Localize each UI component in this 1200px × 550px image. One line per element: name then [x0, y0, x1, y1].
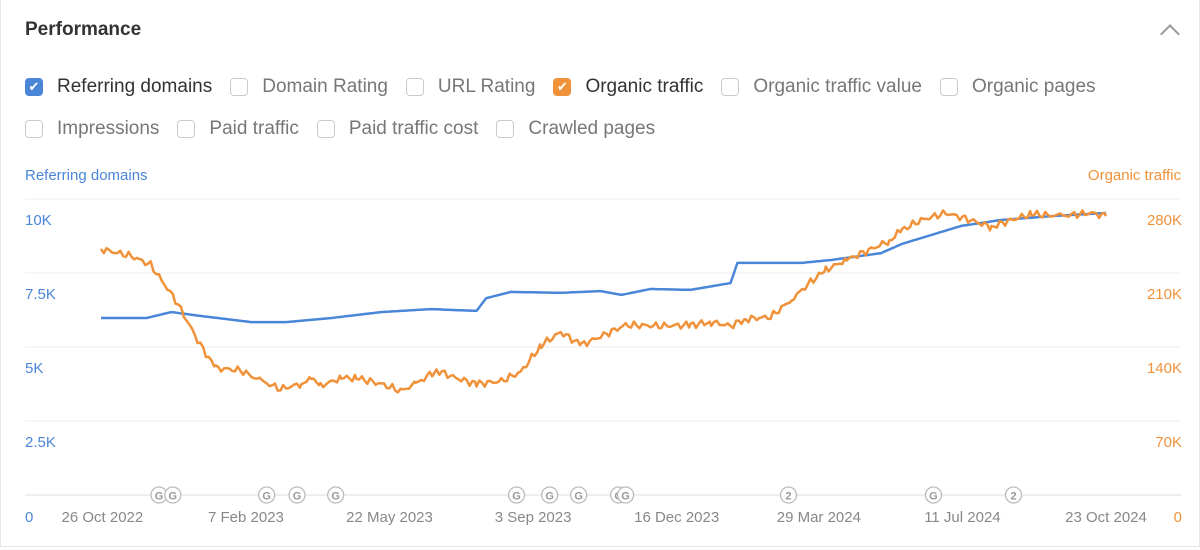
checkbox[interactable]	[230, 78, 249, 96]
annotation-label: G	[621, 491, 630, 503]
annotation-label: G	[545, 491, 554, 503]
annotation-marker	[327, 486, 345, 504]
right-tick-label: 210K	[1147, 286, 1182, 303]
annotation-label: G	[169, 491, 178, 503]
annotation-marker	[924, 486, 943, 504]
option-label: Paid traffic	[209, 118, 299, 139]
x-tick-label: 11 Jul 2024	[924, 509, 1000, 526]
option-impressions[interactable]: Impressions	[25, 118, 159, 140]
option-label: Organic pages	[971, 76, 1096, 97]
left-tick-label: 10K	[25, 212, 52, 229]
annotation-label: 2	[785, 491, 791, 503]
left-tick-label: 7.5K	[25, 286, 56, 303]
annotation-marker	[258, 486, 276, 504]
option-label: Organic traffic value	[753, 76, 922, 97]
annotation-label: G	[262, 491, 271, 503]
annotation-marker	[541, 486, 559, 504]
left-tick-label: 2.5K	[25, 434, 56, 451]
panel-title: Performance	[25, 19, 142, 40]
right-tick-label: 140K	[1147, 360, 1182, 377]
left-tick-label: 0	[25, 509, 33, 526]
option-label: Crawled pages	[528, 118, 656, 139]
annotation-label: G	[512, 491, 521, 503]
option-paid-traffic[interactable]: Paid traffic	[177, 118, 299, 140]
annotation-marker	[507, 486, 526, 504]
left-axis-title: Referring domains	[25, 167, 148, 184]
x-tick-label: 23 Oct 2024	[1065, 509, 1147, 526]
checkbox[interactable]	[939, 78, 958, 96]
metric-options: ✔ Referring domains Domain Rating URL Ratin…	[25, 74, 1175, 158]
checkbox[interactable]: ✔	[553, 78, 572, 96]
x-tick-label: 3 Sep 2023	[495, 509, 572, 526]
annotation-marker	[1004, 486, 1023, 504]
option-organic-traffic-value[interactable]: Organic traffic value	[721, 76, 922, 98]
annotation-marker	[779, 486, 798, 504]
option-label: Organic traffic	[585, 76, 704, 97]
checkbox[interactable]	[25, 120, 43, 138]
right-tick-label: 0	[1174, 509, 1182, 526]
right-tick-label: 280K	[1147, 212, 1182, 229]
option-label: Referring domains	[57, 76, 213, 97]
annotation-label: 2	[1010, 491, 1016, 503]
annotation-label: G	[929, 491, 938, 503]
option-organic-pages[interactable]: Organic pages	[939, 76, 1096, 98]
checkbox[interactable]	[496, 120, 515, 138]
annotation-label: G	[331, 491, 340, 503]
series-line-organic-traffic	[99, 209, 1108, 394]
checkbox[interactable]	[721, 78, 740, 96]
annotation-marker	[616, 486, 635, 504]
options-row: ✔ Referring domains Domain Rating URL Ratin…	[25, 74, 1175, 100]
x-tick-label: 26 Oct 2022	[62, 509, 144, 526]
right-axis-title: Organic traffic	[1087, 167, 1181, 184]
option-crawled-pages[interactable]: Crawled pages	[496, 118, 655, 140]
option-label: Impressions	[57, 118, 160, 139]
option-domain-rating[interactable]: Domain Rating	[230, 76, 388, 98]
annotation-marker	[288, 486, 306, 504]
checkbox[interactable]	[177, 120, 196, 138]
option-url-rating[interactable]: URL Rating	[405, 76, 536, 98]
x-tick-label: 16 Dec 2023	[634, 509, 719, 526]
annotation-label: G	[574, 491, 583, 503]
checkbox[interactable]	[405, 78, 424, 96]
x-tick-label: 29 Mar 2024	[777, 509, 861, 526]
option-paid-traffic-cost[interactable]: Paid traffic cost	[316, 118, 479, 140]
x-tick-label: 7 Feb 2023	[208, 509, 284, 526]
option-label: Domain Rating	[262, 76, 388, 97]
checkbox[interactable]	[316, 120, 335, 138]
annotation-label: G	[155, 491, 164, 503]
series-line-referring-domains	[101, 211, 1107, 324]
checkbox[interactable]: ✔	[25, 78, 43, 96]
option-organic-traffic[interactable]: ✔ Organic traffic	[553, 76, 703, 98]
annotation-label: G	[293, 491, 302, 503]
right-tick-label: 70K	[1155, 434, 1182, 451]
option-label: URL Rating	[437, 76, 536, 97]
option-label: Paid traffic cost	[348, 118, 479, 139]
x-tick-label: 22 May 2023	[346, 509, 433, 526]
left-tick-label: 5K	[25, 360, 43, 377]
option-referring-domains[interactable]: ✔ Referring domains	[25, 76, 212, 98]
options-row: Impressions Paid traffic Paid traffic cost…	[25, 116, 1175, 142]
annotation-marker	[164, 486, 182, 504]
annotation-marker	[570, 486, 588, 504]
